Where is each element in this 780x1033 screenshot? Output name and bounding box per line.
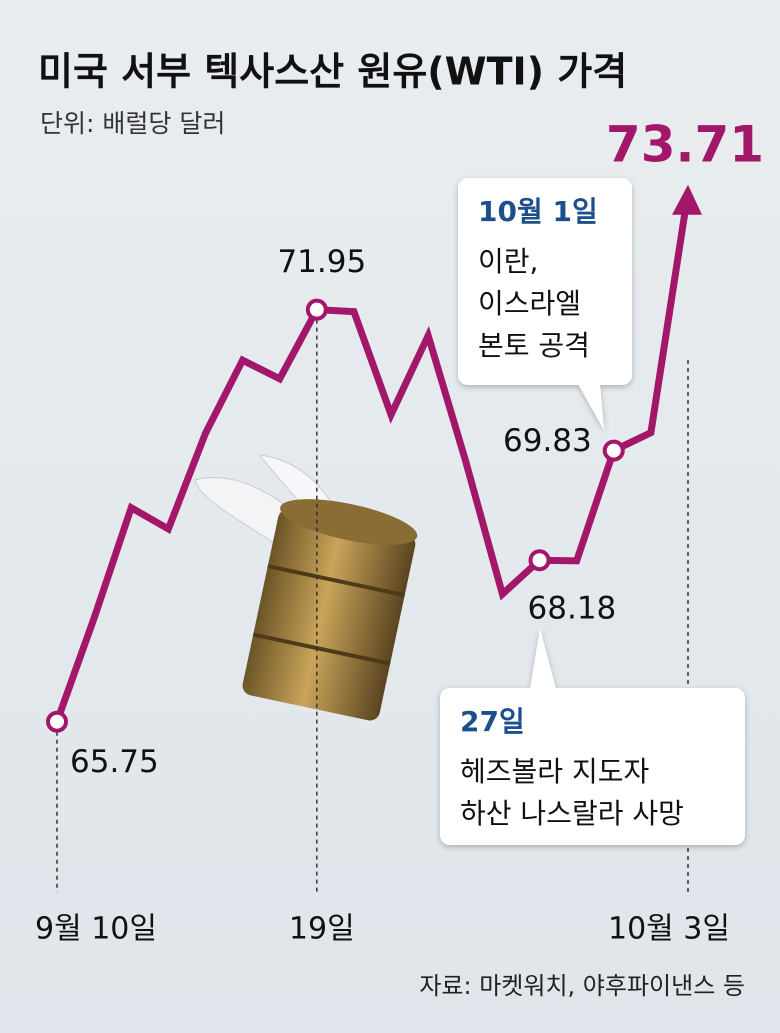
source: 자료: 마켓워치, 야후파이낸스 등 <box>419 972 745 1000</box>
x-tick-label: 9월 10일 <box>35 912 157 947</box>
callout-pointer <box>578 384 604 430</box>
chart-subtitle: 단위: 배럴당 달러 <box>40 109 225 138</box>
x-tick-label: 10월 3일 <box>608 912 730 947</box>
callout-box <box>458 178 632 385</box>
callout-text: 본토 공격 <box>478 329 590 362</box>
callout <box>440 628 745 845</box>
point <box>602 439 625 462</box>
line <box>53 192 692 723</box>
callout-text: 이란, <box>478 245 538 278</box>
x-tick-label: 19일 <box>289 912 355 947</box>
callout <box>458 178 632 430</box>
callout-title: 10월 1일 <box>478 195 598 228</box>
callout-text: 이스라엘 <box>478 287 581 320</box>
data-label: 68.18 <box>528 591 617 627</box>
callout-box <box>440 688 745 845</box>
chart-title: 미국 서부 텍사스산 원유(WTI) 가격 <box>38 50 627 94</box>
data-label: 73.71 <box>606 116 764 174</box>
barrel-illustration <box>194 454 418 721</box>
data-label: 69.83 <box>503 423 592 459</box>
callout-text: 헤즈볼라 지도자 <box>460 755 649 788</box>
callout-pointer <box>530 628 556 689</box>
callout-text: 하산 나스랄라 사망 <box>460 797 684 830</box>
data-label: 65.75 <box>70 744 159 780</box>
point <box>528 549 551 572</box>
callout-title: 27일 <box>460 705 525 738</box>
arrow-head <box>672 184 702 215</box>
point <box>46 710 68 733</box>
point <box>305 298 328 321</box>
data-label: 71.95 <box>277 244 366 280</box>
